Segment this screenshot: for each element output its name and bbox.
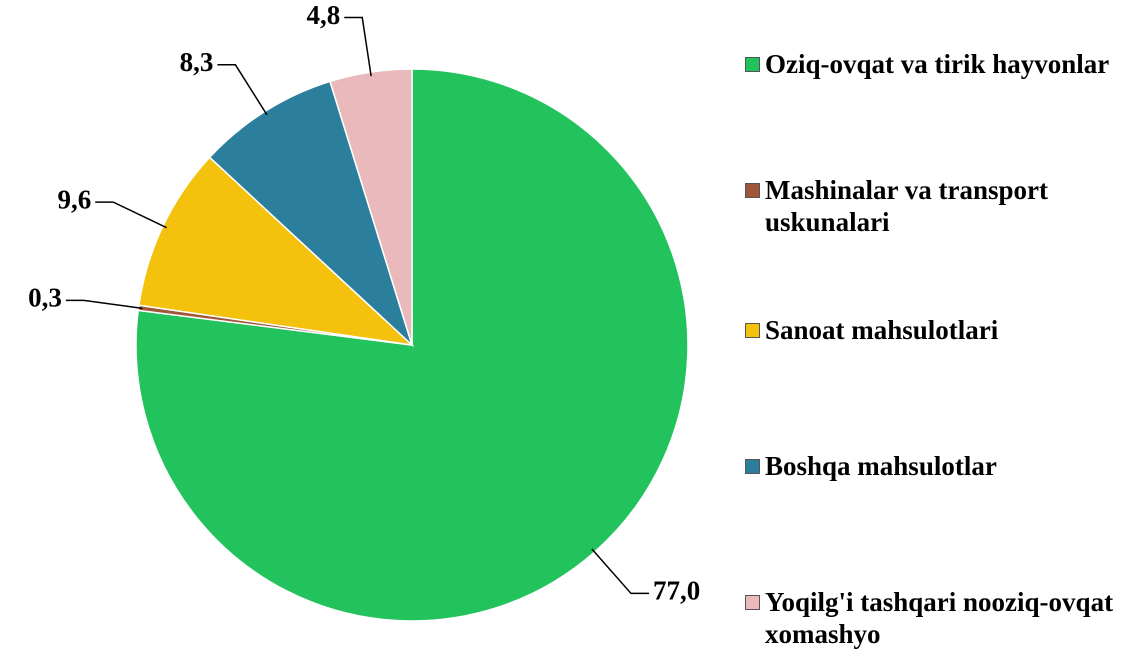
legend-item: Oziq-ovqat va tirik hayvonlar xyxy=(745,48,1138,80)
data-label: 77,0 xyxy=(653,576,700,606)
legend-item: Boshqa mahsulotlar xyxy=(745,450,1138,482)
legend-item: Mashinalar va transport uskunalari xyxy=(745,174,1138,238)
legend-swatch xyxy=(745,183,760,198)
legend-swatch xyxy=(745,595,760,610)
legend-label: Boshqa mahsulotlar xyxy=(765,451,997,481)
legend-swatch xyxy=(745,323,760,338)
legend-label: Sanoat mahsulotlari xyxy=(765,315,999,345)
legend-swatch xyxy=(745,57,760,72)
legend-label: Yoqilg'i tashqari nooziq-ovqat xomashyo xyxy=(765,587,1114,649)
data-label: 8,3 xyxy=(180,47,214,77)
leader-line xyxy=(591,548,650,595)
legend-label: Mashinalar va transport uskunalari xyxy=(765,175,1049,237)
legend-swatch xyxy=(745,459,760,474)
leader-line xyxy=(95,201,167,229)
data-label: 0,3 xyxy=(28,283,62,313)
legend-item: Yoqilg'i tashqari nooziq-ovqat xomashyo xyxy=(745,586,1138,650)
data-label: 9,6 xyxy=(57,184,91,214)
leader-line xyxy=(217,64,268,116)
leader-line xyxy=(344,16,372,77)
leader-line xyxy=(65,299,143,310)
legend-item: Sanoat mahsulotlari xyxy=(745,314,1138,346)
legend-label: Oziq-ovqat va tirik hayvonlar xyxy=(765,49,1110,79)
data-label: 4,8 xyxy=(306,0,340,30)
